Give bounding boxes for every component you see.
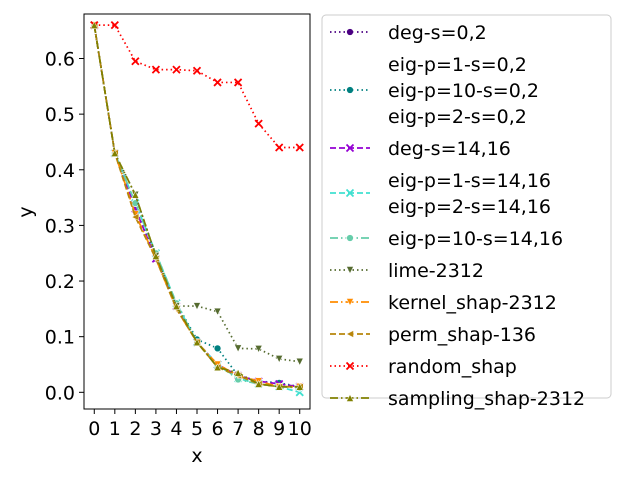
x-axis-ticks: 0 1 2 3 4 5 6 7 8 9 10 [88,409,312,440]
data-point [213,78,222,87]
data-point [295,382,304,391]
data-point [192,66,202,75]
x-tick-label: 7 [232,418,244,440]
y-tick-label: 0.4 [45,160,75,182]
x-tick-label: 4 [170,418,182,440]
legend-label: eig-p=1-s=14,16 [388,170,551,192]
x-tick-label: 0 [88,418,100,440]
legend-label: deg-s=14,16 [388,138,511,160]
legend-label: eig-p=10-s=14,16 [388,228,563,250]
legend-item: lime-2312 [330,260,484,282]
data-point [131,57,140,66]
legend: deg-s=0,2eig-p=1-s=0,2eig-p=10-s=0,2eig-… [321,14,612,410]
data-point [275,355,284,363]
y-tick-label: 0.6 [45,49,75,71]
legend-item: eig-p=1-s=0,2 eig-p=10-s=0,2 eig-p=2-s=0,2 [330,54,539,128]
data-point [234,344,242,353]
legend-label: lime-2312 [388,260,484,282]
legend-label: eig-p=1-s=0,2 [388,54,527,76]
data-point [151,65,161,74]
data-point [193,302,201,311]
data-point [152,251,160,260]
data-point [131,213,140,221]
legend-label: perm_shap-136 [388,324,536,346]
legend-marker [345,330,354,338]
legend-frame [321,14,612,399]
x-tick-label: 9 [273,418,285,440]
legend-marker [345,361,355,371]
data-point [254,345,263,353]
data-point [275,143,284,152]
x-tick-label: 3 [150,418,162,440]
legend-marker [345,188,355,198]
data-point [172,302,181,310]
y-tick-label: 0.3 [45,215,75,237]
data-point [295,357,304,366]
legend-item: eig-p=1-s=14,16 eig-p=2-s=14,16 [330,170,551,218]
legend-label: random_shap [388,356,517,378]
legend-marker [345,143,355,153]
legend-marker [346,234,354,242]
legend-item: deg-s=0,2 [330,22,487,44]
data-point [213,363,222,372]
data-point [254,379,263,388]
data-point [110,20,119,30]
legend-label: eig-p=10-s=0,2 [388,80,539,102]
legend-label: eig-p=2-s=14,16 [388,196,551,218]
legend-item: perm_shap-136 [330,324,536,346]
y-tick-label: 0.2 [45,271,75,293]
x-tick-label: 1 [109,418,121,440]
data-point [90,21,99,29]
data-point [213,307,222,316]
legend-marker [346,28,354,36]
data-point [110,149,119,157]
data-point [254,119,263,128]
y-tick-label: 0.0 [45,382,75,404]
y-tick-label: 0.5 [45,104,75,126]
data-point [295,143,304,152]
x-tick-label: 2 [129,418,141,440]
plot-frame [84,14,310,409]
legend-label: kernel_shap-2312 [388,292,557,314]
series-line [93,24,300,388]
legend-label: deg-s=0,2 [388,22,487,44]
data-point [234,368,242,377]
legend-item: kernel_shap-2312 [330,292,557,314]
legend-item: random_shap [330,356,517,378]
legend-marker [346,86,354,94]
data-point [233,78,243,87]
series-layer [90,20,304,397]
y-tick-label: 0.1 [45,327,75,349]
legend-label: eig-p=2-s=0,2 [388,106,527,128]
x-tick-label: 8 [253,418,265,440]
y-axis-ticks: 0.0 0.1 0.2 0.3 0.4 0.5 0.6 [45,49,84,404]
series-line [94,24,300,149]
series-group [90,21,304,391]
data-point [275,382,284,391]
data-point [131,190,140,199]
x-tick-label: 6 [211,418,223,440]
legend-marker [346,393,354,402]
x-tick-label: 10 [288,418,312,440]
plot-area [83,13,311,410]
data-point [213,344,222,353]
legend-item: deg-s=14,16 [330,138,511,160]
legend-marker [346,298,354,307]
data-point [193,338,201,346]
legend-marker [346,266,354,275]
y-axis-label: y [15,206,37,217]
legend-item: eig-p=10-s=14,16 [330,228,563,250]
legend-item: sampling_shap-2312 [330,388,585,410]
data-point [172,65,181,74]
legend-label: sampling_shap-2312 [388,388,585,410]
x-tick-label: 5 [191,418,203,440]
x-axis-label: x [191,445,202,467]
